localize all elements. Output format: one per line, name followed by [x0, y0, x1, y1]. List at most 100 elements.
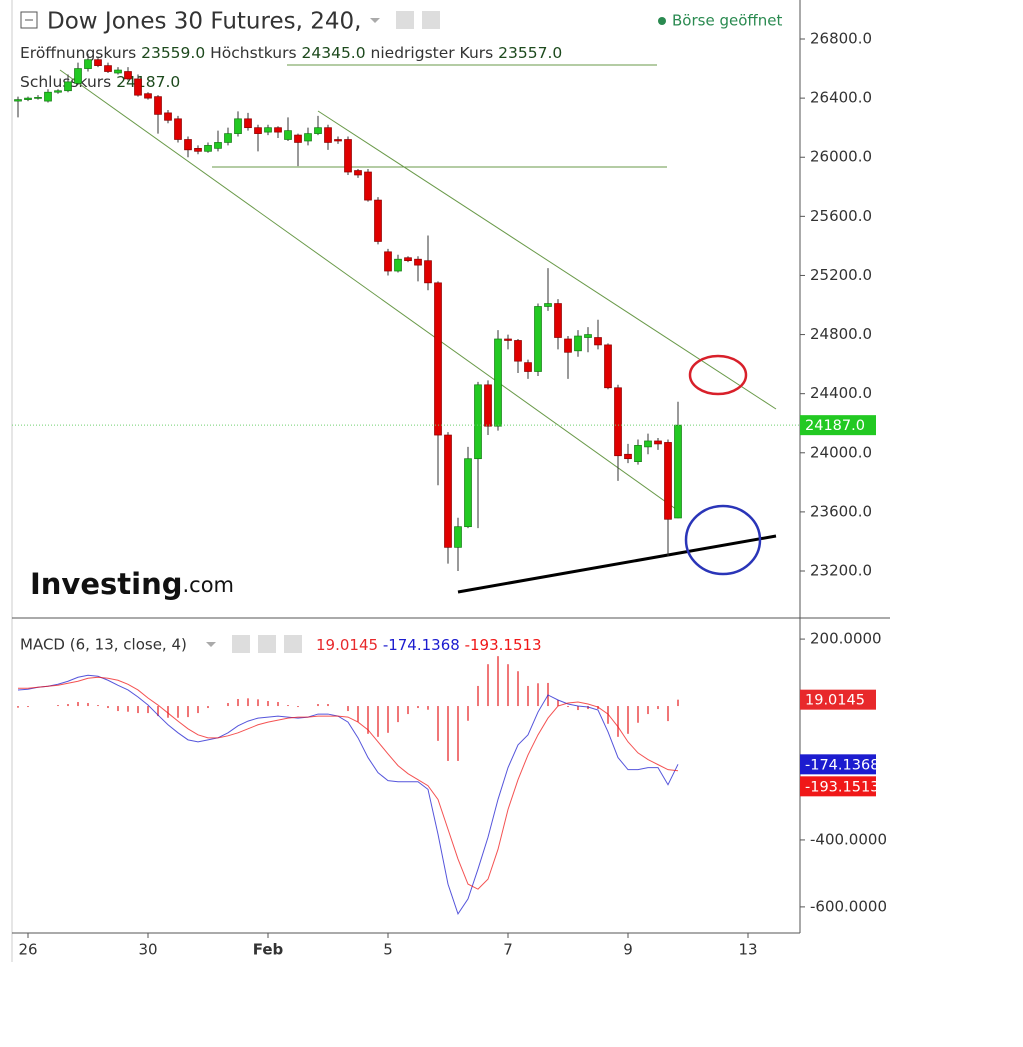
- x-tick-label: 7: [503, 941, 513, 959]
- candle-body: [294, 134, 302, 143]
- candle-body: [514, 340, 522, 362]
- settings-button[interactable]: [422, 11, 440, 29]
- candle-body: [594, 337, 602, 346]
- candle-body: [104, 65, 112, 72]
- candle-body: [574, 335, 582, 352]
- histogram-value: 19.0145: [316, 636, 378, 654]
- candle-body: [424, 260, 432, 284]
- candle-body: [144, 93, 152, 99]
- y-tick-label: -600.0000: [810, 897, 887, 915]
- candle-body: [14, 99, 22, 102]
- candle-body: [224, 133, 232, 143]
- y-tick-label: 25600.0: [810, 207, 872, 225]
- candle-body: [34, 97, 42, 99]
- y-tick-label: 200.0000: [810, 630, 882, 648]
- y-tick-label: 23200.0: [810, 562, 872, 580]
- price-tag: [800, 689, 876, 710]
- eye-button[interactable]: [232, 635, 250, 653]
- indicator-values: 19.0145 -174.1368 -193.1513: [316, 636, 542, 654]
- candle-body: [524, 362, 532, 372]
- candle-body: [374, 199, 382, 242]
- price-tag: [800, 776, 876, 797]
- candle-body: [454, 526, 462, 548]
- ohlc-line: Eröffnungskurs 23559.0 Höchstkurs 24345.…: [20, 44, 562, 62]
- close-button[interactable]: [284, 635, 302, 653]
- ohlc-value: 23557.0: [498, 44, 562, 62]
- candle-body: [194, 148, 202, 152]
- candle-body: [174, 118, 182, 140]
- candle-body: [274, 127, 282, 133]
- candle-body: [364, 171, 372, 201]
- candle-body: [624, 453, 632, 460]
- y-tick-label: -400.0000: [810, 830, 887, 848]
- candle-body: [124, 71, 132, 80]
- collapse-button[interactable]: [20, 11, 38, 29]
- candle-body: [24, 97, 32, 100]
- candle-body: [534, 306, 542, 372]
- x-tick-label: 30: [138, 941, 157, 959]
- indicator-title: MACD (6, 13, close, 4): [20, 636, 187, 654]
- logo: Investing.com: [30, 567, 234, 601]
- candle-body: [394, 258, 402, 272]
- candle-body: [244, 118, 252, 129]
- candle-body: [184, 139, 192, 151]
- y-tick-label: 24000.0: [810, 443, 872, 461]
- macd-value: -174.1368: [383, 636, 460, 654]
- trend-line: [59, 69, 681, 513]
- y-tick-label: 23600.0: [810, 502, 872, 520]
- market-status: Börse geöffnet: [672, 12, 782, 30]
- ohlc-value: 24187.0: [116, 73, 180, 91]
- ohlc-label: Schlusskurs: [20, 73, 111, 91]
- candle-body: [64, 81, 72, 92]
- candle-body: [544, 303, 552, 307]
- x-tick-label: Feb: [253, 941, 284, 959]
- settings-button[interactable]: [258, 635, 276, 653]
- candle-body: [634, 445, 642, 463]
- status-dot: [658, 17, 666, 25]
- candle-body: [504, 338, 512, 341]
- candle-body: [314, 127, 322, 134]
- price-tag-label: -174.1368: [805, 757, 879, 773]
- price-tag-label: 19.0145: [805, 693, 865, 709]
- dropdown-arrow[interactable]: [206, 642, 216, 647]
- candle-body: [444, 434, 452, 548]
- signal-value: -193.1513: [465, 636, 542, 654]
- candle-body: [44, 91, 52, 102]
- candle-body: [474, 384, 482, 460]
- dropdown-arrow[interactable]: [370, 18, 380, 23]
- logo-suffix: .com: [182, 573, 234, 597]
- candle-body: [134, 78, 142, 96]
- ohlc-line: Schlusskurs 24187.0: [20, 73, 180, 91]
- eye-button[interactable]: [396, 11, 414, 29]
- chart-title: Dow Jones 30 Futures, 240,: [47, 9, 361, 35]
- candle-body: [204, 145, 212, 152]
- y-tick-label: 26400.0: [810, 89, 872, 107]
- logo-main: Investing: [30, 567, 182, 601]
- macd-header: MACD (6, 13, close, 4) 19.0145 -174.1368…: [20, 635, 542, 654]
- highlight-ellipse: [684, 504, 762, 576]
- candle-body: [644, 440, 652, 448]
- price-tag-label: 24187.0: [805, 418, 865, 434]
- ohlc-label: Höchstkurs: [210, 44, 296, 62]
- candle-body: [584, 334, 592, 338]
- x-tick-label: 9: [623, 941, 633, 959]
- ohlc-value: 23559.0: [141, 44, 205, 62]
- support-line: [457, 534, 777, 594]
- candle-body: [494, 338, 502, 427]
- ohlc-label: niedrigster Kurs: [371, 44, 494, 62]
- candle-body: [414, 258, 422, 266]
- candle-body: [324, 127, 332, 143]
- x-tick-label: 26: [18, 941, 37, 959]
- candle-body: [404, 257, 412, 262]
- candle-body: [304, 133, 312, 142]
- candle-body: [94, 59, 102, 66]
- x-tick-label: 5: [383, 941, 393, 959]
- candle-body: [234, 118, 242, 134]
- y-tick-label: 24800.0: [810, 325, 872, 343]
- drawings: [59, 64, 777, 594]
- candle-body: [284, 130, 292, 140]
- candle-body: [434, 282, 442, 436]
- candle-body: [254, 127, 262, 134]
- ohlc-value: 24345.0: [302, 44, 366, 62]
- candle-body: [604, 344, 612, 389]
